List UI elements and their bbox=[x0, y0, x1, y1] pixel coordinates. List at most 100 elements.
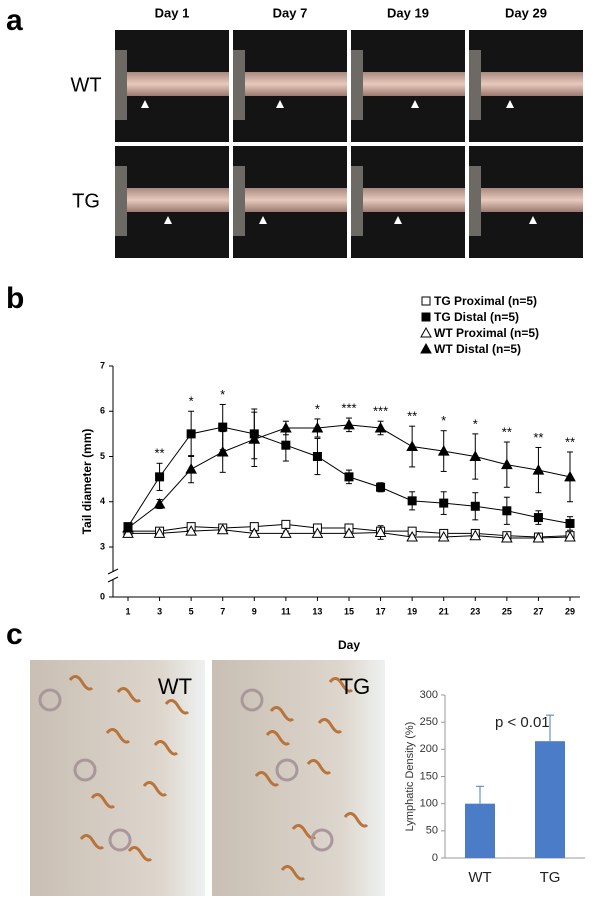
arrowhead bbox=[276, 100, 284, 108]
y-axis-label: Lymphatic Density (%) bbox=[404, 722, 416, 832]
data-point bbox=[186, 429, 196, 439]
follicle bbox=[108, 828, 132, 852]
y-tick-label: 7 bbox=[100, 360, 105, 370]
data-point bbox=[153, 497, 166, 509]
y-tick-label: 150 bbox=[420, 770, 438, 782]
x-tick-label: 11 bbox=[281, 606, 291, 616]
column-label: Day 1 bbox=[155, 5, 190, 20]
x-tick-label: 7 bbox=[220, 606, 225, 616]
follicle bbox=[275, 758, 299, 782]
data-point bbox=[406, 440, 418, 452]
tail-base bbox=[233, 50, 245, 120]
tail-base bbox=[469, 50, 481, 120]
column-label: Day 19 bbox=[387, 5, 429, 20]
x-tick-label: 1 bbox=[125, 606, 130, 616]
x-tick-label: 27 bbox=[533, 606, 543, 616]
data-point bbox=[501, 531, 513, 543]
x-tick-label: 25 bbox=[502, 606, 512, 616]
arrowhead bbox=[141, 100, 149, 108]
data-point bbox=[406, 531, 418, 542]
y-tick-label: 5 bbox=[100, 451, 105, 461]
row-label: WT bbox=[70, 74, 101, 96]
tail bbox=[233, 72, 347, 96]
data-point bbox=[374, 526, 387, 538]
data-point bbox=[437, 445, 450, 456]
tail bbox=[469, 188, 583, 212]
image-label: WT bbox=[158, 674, 192, 699]
data-point bbox=[407, 496, 417, 506]
stained-vessel bbox=[164, 699, 190, 715]
data-point bbox=[311, 421, 324, 433]
tail-base bbox=[233, 166, 245, 236]
data-point bbox=[343, 418, 355, 430]
significance-label: * bbox=[315, 401, 320, 416]
column-label: Day 29 bbox=[505, 5, 547, 20]
row-label: TG bbox=[72, 190, 100, 212]
data-point bbox=[565, 518, 575, 528]
stained-vessel bbox=[254, 771, 280, 787]
data-point bbox=[185, 525, 197, 536]
x-tick-label: 21 bbox=[439, 606, 449, 616]
stained-vessel bbox=[343, 812, 369, 828]
tail-base bbox=[115, 50, 127, 120]
y-tick-label: 0 bbox=[100, 591, 105, 601]
significance-label: *** bbox=[341, 400, 356, 415]
tail-base bbox=[469, 166, 481, 236]
tail-base bbox=[351, 166, 363, 236]
data-point bbox=[502, 506, 512, 516]
x-tick-label: WT bbox=[468, 869, 491, 886]
data-point bbox=[564, 531, 576, 542]
data-point bbox=[280, 421, 292, 433]
x-tick-label: 5 bbox=[189, 606, 194, 616]
y-tick-label: 200 bbox=[420, 743, 438, 755]
data-point bbox=[376, 482, 386, 492]
data-point bbox=[281, 440, 291, 450]
data-point bbox=[437, 531, 450, 542]
data-point bbox=[343, 527, 355, 538]
stained-vessel bbox=[90, 793, 116, 809]
error-bar bbox=[476, 785, 484, 804]
arrowhead bbox=[529, 216, 537, 224]
data-point bbox=[122, 527, 134, 538]
significance-label: ** bbox=[155, 446, 165, 461]
x-tick-label: 23 bbox=[470, 606, 480, 616]
tail-base bbox=[115, 166, 127, 236]
y-tick-label: 6 bbox=[100, 406, 105, 416]
data-point bbox=[216, 445, 229, 457]
stained-vessel bbox=[306, 759, 332, 775]
tail bbox=[351, 72, 465, 96]
follicle bbox=[240, 688, 264, 712]
panel-label: c bbox=[6, 618, 23, 651]
tail-base bbox=[351, 50, 363, 120]
x-tick-label: TG bbox=[540, 869, 561, 886]
data-point bbox=[469, 529, 482, 541]
significance-label: * bbox=[441, 413, 446, 428]
legend-marker bbox=[421, 296, 431, 306]
data-point bbox=[153, 527, 166, 538]
arrowhead bbox=[394, 216, 402, 224]
y-tick-label: 100 bbox=[420, 798, 438, 810]
data-point bbox=[122, 521, 134, 533]
x-tick-label: 3 bbox=[157, 606, 162, 616]
data-point bbox=[216, 523, 229, 535]
y-tick-label: 0 bbox=[432, 852, 438, 864]
photo-grid: Day 1 Day 7 Day 19 Day 29 WT TG bbox=[70, 5, 583, 258]
data-point bbox=[311, 527, 324, 538]
x-tick-label: 9 bbox=[252, 606, 257, 616]
data-point bbox=[155, 472, 165, 482]
x-tick-label: 13 bbox=[312, 606, 322, 616]
data-point bbox=[501, 458, 513, 470]
follicle bbox=[73, 758, 97, 782]
data-point bbox=[281, 519, 291, 529]
data-point bbox=[533, 513, 543, 523]
y-tick-label: 4 bbox=[100, 496, 105, 506]
legend-label: TG Distal (n=5) bbox=[434, 310, 519, 324]
legend-label: WT Proximal (n=5) bbox=[434, 326, 539, 340]
follicle bbox=[310, 828, 334, 852]
stained-vessel bbox=[105, 728, 131, 744]
axis-break bbox=[107, 568, 119, 575]
panel-label: a bbox=[6, 4, 23, 37]
stained-vessel bbox=[328, 677, 354, 693]
data-point bbox=[532, 464, 545, 475]
